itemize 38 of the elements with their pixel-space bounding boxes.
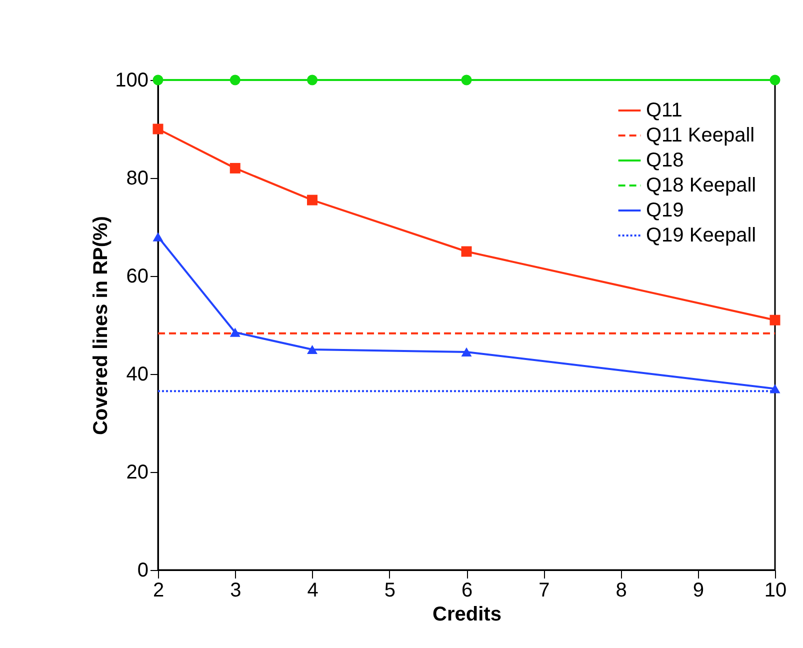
y-tick-label: 0 bbox=[137, 560, 148, 582]
x-tick-label: 9 bbox=[692, 580, 704, 602]
point bbox=[770, 74, 780, 86]
x-tick-label: 7 bbox=[538, 580, 550, 602]
legend-label: Q11 Keepall bbox=[646, 124, 755, 146]
point bbox=[230, 74, 240, 86]
y-tick-label: 100 bbox=[115, 70, 148, 92]
point bbox=[770, 314, 780, 326]
x-tick-label: 10 bbox=[764, 580, 787, 602]
point bbox=[152, 74, 164, 86]
point bbox=[307, 74, 318, 86]
legend-label: Q11 bbox=[646, 100, 682, 122]
x-tick-label: 5 bbox=[384, 580, 396, 602]
point bbox=[461, 246, 472, 257]
point bbox=[230, 162, 240, 174]
y-axis-title: Covered lines in RP(%) bbox=[90, 216, 112, 435]
legend-label: Q19 Keepall bbox=[646, 224, 756, 246]
point bbox=[230, 328, 240, 337]
legend-label: Q18 bbox=[646, 150, 684, 172]
y-tick-label: 80 bbox=[126, 168, 148, 190]
point bbox=[152, 232, 164, 242]
x-tick-label: 4 bbox=[307, 580, 318, 602]
point bbox=[307, 344, 318, 354]
x-tick-label: 6 bbox=[461, 580, 473, 602]
x-tick-label: 2 bbox=[152, 580, 164, 602]
x-tick-label: 3 bbox=[230, 580, 242, 602]
point bbox=[307, 194, 318, 206]
point bbox=[152, 124, 164, 134]
point bbox=[770, 384, 780, 394]
y-tick-label: 40 bbox=[126, 364, 148, 386]
x-tick-label: 8 bbox=[616, 580, 627, 602]
point bbox=[461, 347, 472, 356]
x-axis-title: Credits bbox=[432, 604, 502, 626]
y-tick-label: 60 bbox=[126, 266, 148, 288]
y-tick-label: 20 bbox=[126, 462, 148, 484]
legend-label: Q18 Keepall bbox=[646, 174, 756, 196]
legend-label: Q19 bbox=[646, 200, 684, 222]
point bbox=[461, 74, 472, 86]
